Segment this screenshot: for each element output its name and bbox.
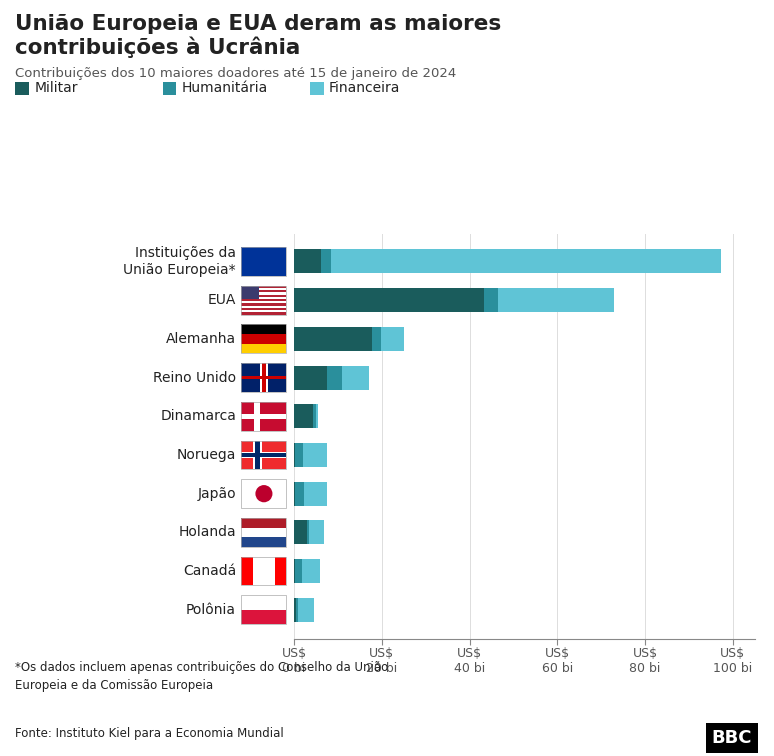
Bar <box>498 288 614 312</box>
Bar <box>302 559 320 583</box>
Bar <box>307 520 309 544</box>
Bar <box>295 482 304 506</box>
Text: Alemanha: Alemanha <box>166 332 236 345</box>
Bar <box>303 443 327 467</box>
Text: Fonte: Instituto Kiel para a Economia Mundial: Fonte: Instituto Kiel para a Economia Mu… <box>15 727 284 740</box>
Bar <box>294 482 295 506</box>
Text: Polônia: Polônia <box>186 603 236 617</box>
Bar <box>298 598 314 621</box>
Bar <box>372 327 382 351</box>
Bar <box>294 559 295 583</box>
Text: Contribuições dos 10 maiores doadores até 15 de janeiro de 2024: Contribuições dos 10 maiores doadores at… <box>15 67 457 79</box>
Text: Noruega: Noruega <box>176 448 236 462</box>
Bar <box>485 288 498 312</box>
Text: Holanda: Holanda <box>179 525 236 539</box>
Bar <box>304 482 327 506</box>
Bar <box>295 559 302 583</box>
Text: Instituições da
União Europeia*: Instituições da União Europeia* <box>123 246 236 277</box>
Text: contribuições à Ucrânia: contribuições à Ucrânia <box>15 36 301 57</box>
Text: Financeira: Financeira <box>329 82 400 95</box>
Text: *Os dados incluem apenas contribuições do Conselho da União
Europeia e da Comiss: *Os dados incluem apenas contribuições d… <box>15 662 389 692</box>
Text: Militar: Militar <box>35 82 78 95</box>
Bar <box>342 366 368 389</box>
Text: Japão: Japão <box>197 487 236 500</box>
Bar <box>294 598 296 621</box>
Text: Dinamarca: Dinamarca <box>160 409 236 423</box>
Text: Humanitária: Humanitária <box>182 82 268 95</box>
Bar <box>317 404 318 428</box>
Bar <box>331 249 721 274</box>
Bar <box>313 404 317 428</box>
Bar <box>294 288 485 312</box>
Bar <box>294 327 372 351</box>
Bar <box>294 520 307 544</box>
Text: União Europeia e EUA deram as maiores: União Europeia e EUA deram as maiores <box>15 14 502 33</box>
Bar <box>295 443 303 467</box>
Bar <box>296 598 298 621</box>
Bar <box>309 520 324 544</box>
Text: Canadá: Canadá <box>183 564 236 578</box>
Text: BBC: BBC <box>712 729 752 747</box>
Bar <box>321 249 331 274</box>
Bar <box>327 366 342 389</box>
Bar <box>294 249 321 274</box>
Text: EUA: EUA <box>207 293 236 307</box>
Bar <box>382 327 404 351</box>
Bar <box>294 443 295 467</box>
Text: Reino Unido: Reino Unido <box>153 370 236 385</box>
Bar <box>294 366 327 389</box>
Bar <box>294 404 313 428</box>
